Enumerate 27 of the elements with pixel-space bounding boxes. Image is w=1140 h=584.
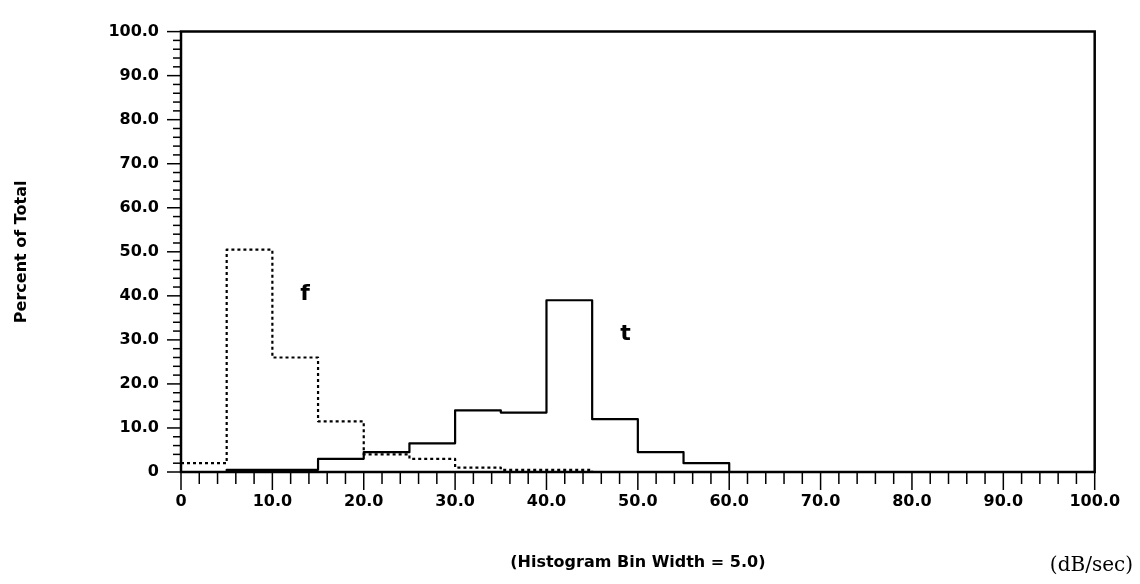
- x-tick-label: 70.0: [800, 490, 841, 510]
- series-label: t: [620, 320, 632, 346]
- x-tick-label: 100.0: [1069, 490, 1120, 510]
- x-tick-label: 60.0: [709, 490, 749, 510]
- x-tick-label: 10.0: [252, 490, 293, 510]
- x-tick-label: 90.0: [983, 490, 1024, 510]
- y-tick-label: 60.0: [119, 196, 159, 216]
- y-tick-label: 30.0: [119, 329, 159, 349]
- y-tick-label: 80.0: [119, 108, 159, 128]
- x-axis-title: (Histogram Bin Width = 5.0): [510, 552, 766, 572]
- x-tick-label: 20.0: [344, 490, 384, 510]
- y-tick-label: 90.0: [119, 64, 159, 84]
- y-tick-label: 100.0: [108, 20, 159, 40]
- y-axis-title: Percent of Total: [11, 180, 31, 324]
- y-tick-label: 20.0: [119, 373, 159, 393]
- x-tick-label: 0: [175, 490, 187, 510]
- x-tick-label: 50.0: [618, 490, 658, 510]
- x-tick-label: 80.0: [892, 490, 932, 510]
- text: (dB/sec): [1049, 552, 1133, 577]
- series-label: f: [300, 279, 311, 305]
- y-tick-label: 10.0: [119, 417, 159, 437]
- x-tick-label: 30.0: [435, 490, 475, 510]
- x-tick-label: 40.0: [526, 490, 567, 510]
- y-tick-label: 50.0: [119, 240, 159, 260]
- y-tick-label: 0: [147, 461, 159, 481]
- y-tick-label: 70.0: [119, 152, 159, 172]
- y-tick-label: 40.0: [119, 285, 159, 304]
